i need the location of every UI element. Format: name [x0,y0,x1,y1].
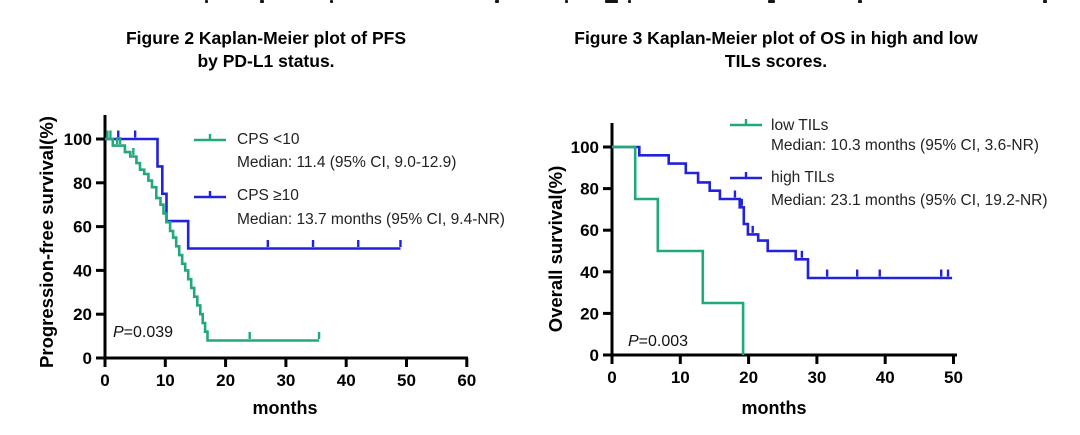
pfs-y-tick-label: 20 [73,305,92,324]
km-curve-low-tils [612,145,745,355]
os-y-tick-label: 100 [571,138,599,157]
cropped-text-fragment [205,0,208,3]
legend-median-cps-lt10: Median: 11.4 (95% CI, 9.0-12.9) [237,154,457,171]
legend-median-cps-ge10: Median: 13.7 months (95% CI, 9.4-NR) [237,211,505,228]
os-x-tick-label: 30 [807,368,826,387]
pfs-y-tick-label: 60 [73,218,92,237]
legend-label-low-tils: low TILs [771,117,829,134]
p-value-text: =0.003 [638,333,689,350]
os-x-tick-label: 0 [607,368,616,387]
os-y-tick-label: 40 [580,263,599,282]
cropped-text-fragment [330,0,333,3]
pfs-x-tick-label: 50 [397,371,416,390]
os-axes: 0 20 40 60 80 100 0 10 20 30 40 50 [571,123,963,387]
figure2-title-line1: Figure 2 Kaplan-Meier plot of PFS [125,28,407,48]
pfs-axes: 0 20 40 60 80 100 0 10 20 30 40 50 60 [64,115,476,390]
legend-median-high-tils: Median: 23.1 months (95% CI, 19.2-NR) [771,192,1048,209]
os-y-tick-label: 60 [580,221,599,240]
os-p-value: P=0.003 [628,333,688,351]
os-y-tick-label: 20 [580,304,599,323]
pfs-x-tick-label: 20 [216,371,235,390]
cropped-text-fragment [605,0,618,3]
os-x-tick-label: 10 [671,368,690,387]
pfs-y-tick-label: 80 [73,174,92,193]
os-x-tick-label: 20 [739,368,758,387]
legend-label-cps-ge10: CPS ≥10 [237,187,299,204]
p-symbol: P [113,324,124,341]
pfs-x-tick-label: 30 [276,371,295,390]
pfs-y-tick-label: 40 [73,261,92,280]
pfs-p-value: P=0.039 [113,324,173,342]
pfs-x-tick-label: 10 [156,371,175,390]
cropped-text-fragment [495,0,499,3]
figure2-title-line2: by PD-L1 status. [197,51,335,71]
os-x-tick-label: 50 [944,368,963,387]
cropped-text-fragment [1043,0,1047,3]
figure3-title: Figure 3 Kaplan-Meier plot of OS in high… [546,27,1006,73]
pfs-x-tick-label: 0 [100,371,109,390]
legend-swatch-high-tils [730,172,762,180]
cropped-text-fragment [260,0,264,3]
legend-median-low-tils: Median: 10.3 months (95% CI, 3.6-NR) [771,137,1039,154]
pfs-y-tick-label: 0 [83,349,92,368]
km-curve-high-tils [612,145,953,280]
p-value-text: =0.039 [123,324,174,341]
pfs-x-tick-label: 60 [457,371,476,390]
pfs-x-tick-label: 40 [337,371,356,390]
pfs-x-axis-label: months [252,398,318,418]
cropped-text-fragment [858,0,862,3]
legend-swatch-cps-ge10 [194,191,226,199]
km-curve-cps-10 [105,130,321,342]
os-y-tick-label: 80 [580,180,599,199]
figure3-title-line1: Figure 3 Kaplan-Meier plot of OS in high… [574,28,978,48]
legend-swatch-low-tils [730,119,762,127]
os-y-tick-label: 0 [590,346,599,365]
km-curve-cps-10 [105,130,402,250]
cropped-text-fragment [565,0,568,3]
legend-label-high-tils: high TILs [771,169,835,186]
legend-label-cps-lt10: CPS <10 [237,131,300,148]
cropped-text-fragment [628,0,631,3]
cropped-text-fragment [768,0,775,3]
figure3-title-line2: TILs scores. [724,51,828,71]
os-x-axis-label: months [741,398,807,418]
legend-swatch-cps-lt10 [194,134,226,142]
os-x-tick-label: 40 [876,368,895,387]
figure2-title: Figure 2 Kaplan-Meier plot of PFS by PD-… [96,27,436,73]
p-symbol: P [628,333,639,350]
pfs-y-tick-label: 100 [64,130,92,149]
